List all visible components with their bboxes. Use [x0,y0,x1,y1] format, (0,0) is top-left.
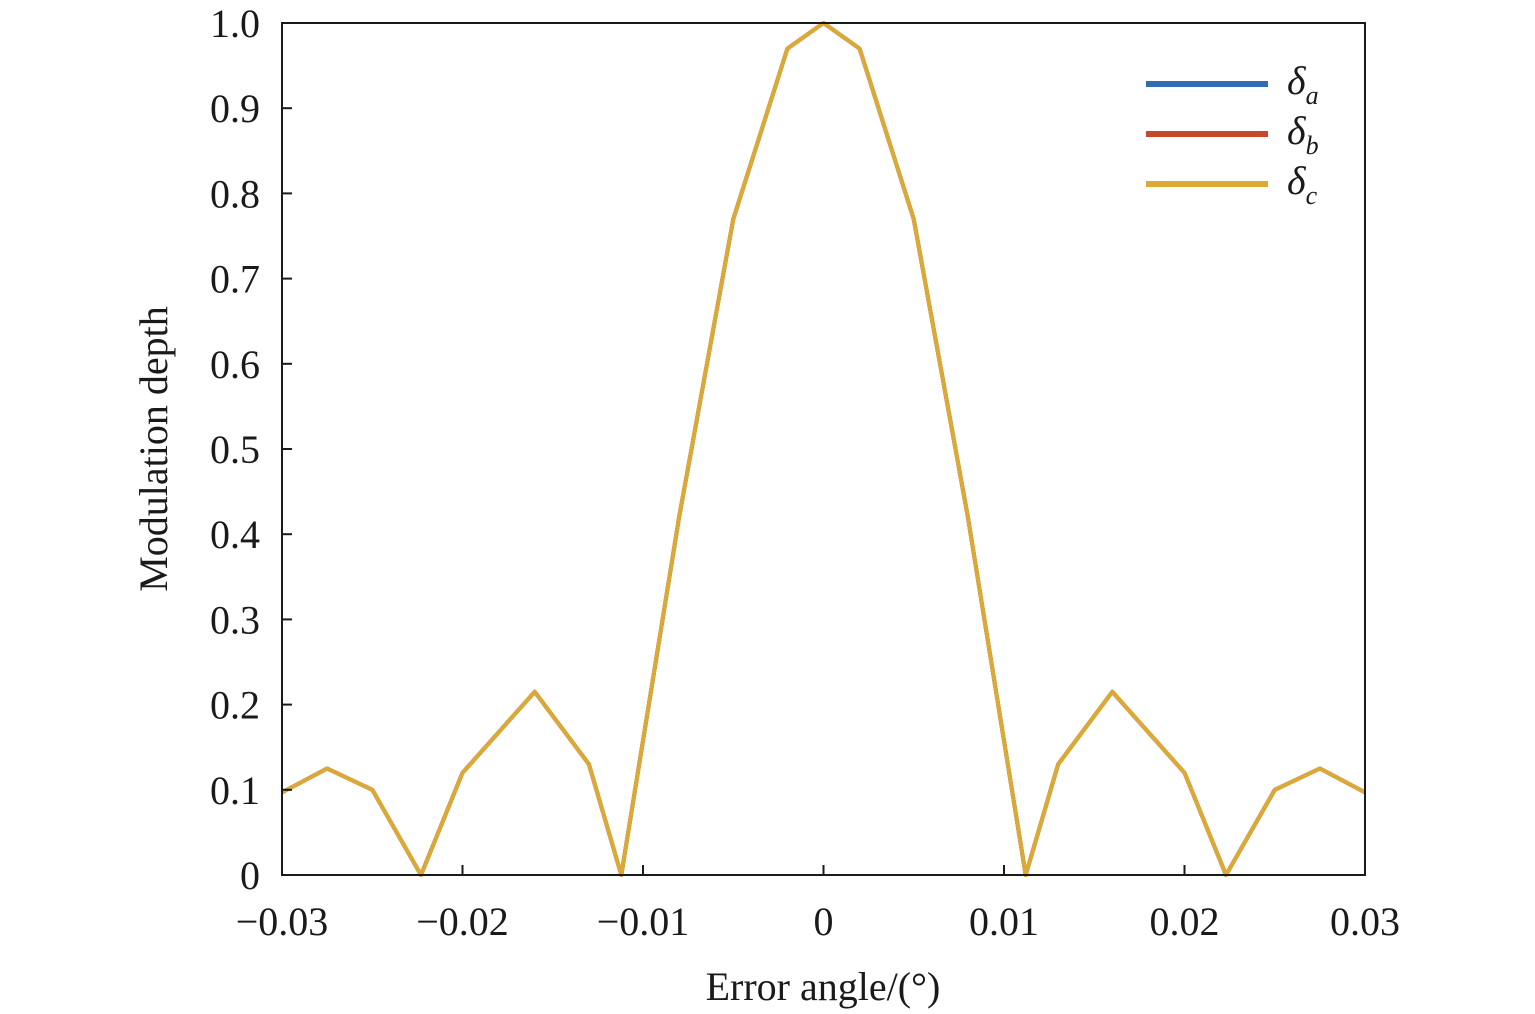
y-axis-title: Modulation depth [131,306,176,592]
series-line-b [281,21,1366,877]
y-tick-label: 0.4 [210,512,260,557]
legend-label-a: δa [1287,58,1319,110]
x-tick-label: −0.03 [236,899,329,944]
x-tick-label: −0.01 [597,899,690,944]
legend-label-b: δb [1287,108,1319,160]
y-tick-label: 0.6 [210,342,260,387]
y-tick-label: 0.2 [210,683,260,728]
y-tick-label: 0.1 [210,768,260,813]
series-line-a [281,21,1366,877]
y-tick-label: 0.9 [210,86,260,131]
x-tick-label: 0.03 [1330,899,1400,944]
series-line-c [281,21,1366,877]
x-axis-title: Error angle/(°) [706,964,941,1009]
y-tick-label: 0.3 [210,597,260,642]
x-tick-label: 0.01 [969,899,1039,944]
y-tick-label: 0.5 [210,427,260,472]
y-axis-ticks: 0 0.1 0.2 0.3 0.4 0.5 0.6 0.7 0.8 0.9 1.0 [210,1,292,898]
x-tick-label: 0.02 [1150,899,1220,944]
x-axis-ticks: −0.03 −0.02 −0.01 0 0.01 0.02 0.03 [236,865,1400,944]
y-tick-label: 0.8 [210,171,260,216]
y-tick-label: 0.7 [210,257,260,302]
y-tick-label: 0 [240,853,260,898]
series-layer [281,21,1366,877]
x-tick-label: 0 [814,899,834,944]
x-tick-label: −0.02 [416,899,509,944]
y-tick-label: 1.0 [210,1,260,46]
plot-frame [281,22,1366,876]
legend-label-c: δc [1287,158,1318,210]
